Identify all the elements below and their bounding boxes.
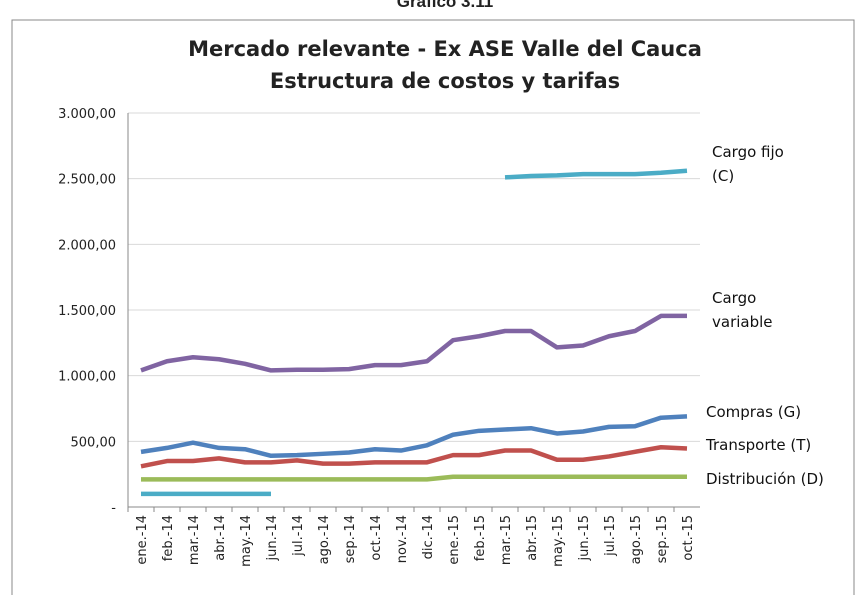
x-tick-label: feb.-15 (473, 515, 488, 561)
x-tick-label: mar.-15 (499, 515, 514, 565)
y-tick-label: 1.000,00 (58, 370, 116, 385)
heading: Gráfico 3.11 (397, 0, 493, 11)
x-tick-label: jul.-15 (603, 515, 618, 557)
series-line (140, 444, 688, 469)
x-tick-label: may.-14 (239, 515, 254, 567)
x-tick-label: mar.-14 (187, 515, 202, 565)
x-tick-label: sep.-15 (655, 515, 670, 563)
y-tick-label: - (111, 501, 116, 516)
y-tick-label: 1.500,00 (58, 304, 116, 319)
x-tick-label: abr.-15 (525, 515, 540, 561)
x-tick-label: sep.-14 (343, 515, 358, 563)
series-label: Cargo fijo (C) (712, 143, 784, 185)
chart-frame (11, 19, 855, 595)
y-tick-label: 2.500,00 (58, 173, 116, 188)
x-tick-label: ago.-15 (629, 515, 644, 564)
x-tick-label: ene.-14 (135, 515, 150, 565)
series-line (141, 168, 688, 497)
series-label: Transporte (T) (706, 436, 812, 454)
x-tick-label: may.-15 (551, 515, 566, 567)
y-tick-label: 3.000,00 (58, 107, 116, 122)
y-tick-label: 500,00 (71, 435, 117, 450)
x-tick-label: dic.-14 (421, 515, 436, 559)
x-tick-label: ago.-14 (317, 515, 332, 564)
x-tick-label: nov.-14 (395, 515, 410, 563)
x-tick-label: jun.-14 (265, 515, 280, 561)
x-tick-label: feb.-14 (161, 515, 176, 561)
x-tick-label: oct.-14 (369, 515, 384, 561)
x-tick-label: jul.-14 (291, 515, 306, 557)
chart-subtitle: Estructura de costos y tarifas (270, 69, 620, 93)
x-tick-label: oct.-15 (681, 515, 696, 561)
y-tick-label: 2.000,00 (58, 238, 116, 253)
series-line (141, 474, 687, 482)
series-line (140, 414, 688, 459)
series-label: Compras (G) (706, 403, 802, 421)
series-label: Cargo variable (712, 289, 773, 331)
chart-title: Mercado relevante - Ex ASE Valle del Cau… (188, 37, 702, 61)
series-line (140, 313, 687, 373)
x-tick-label: abr.-14 (213, 515, 228, 561)
x-tick-label: jun.-15 (577, 515, 592, 561)
x-tick-label: ene.-15 (447, 515, 462, 565)
series-label: Distribución (D) (706, 470, 824, 488)
